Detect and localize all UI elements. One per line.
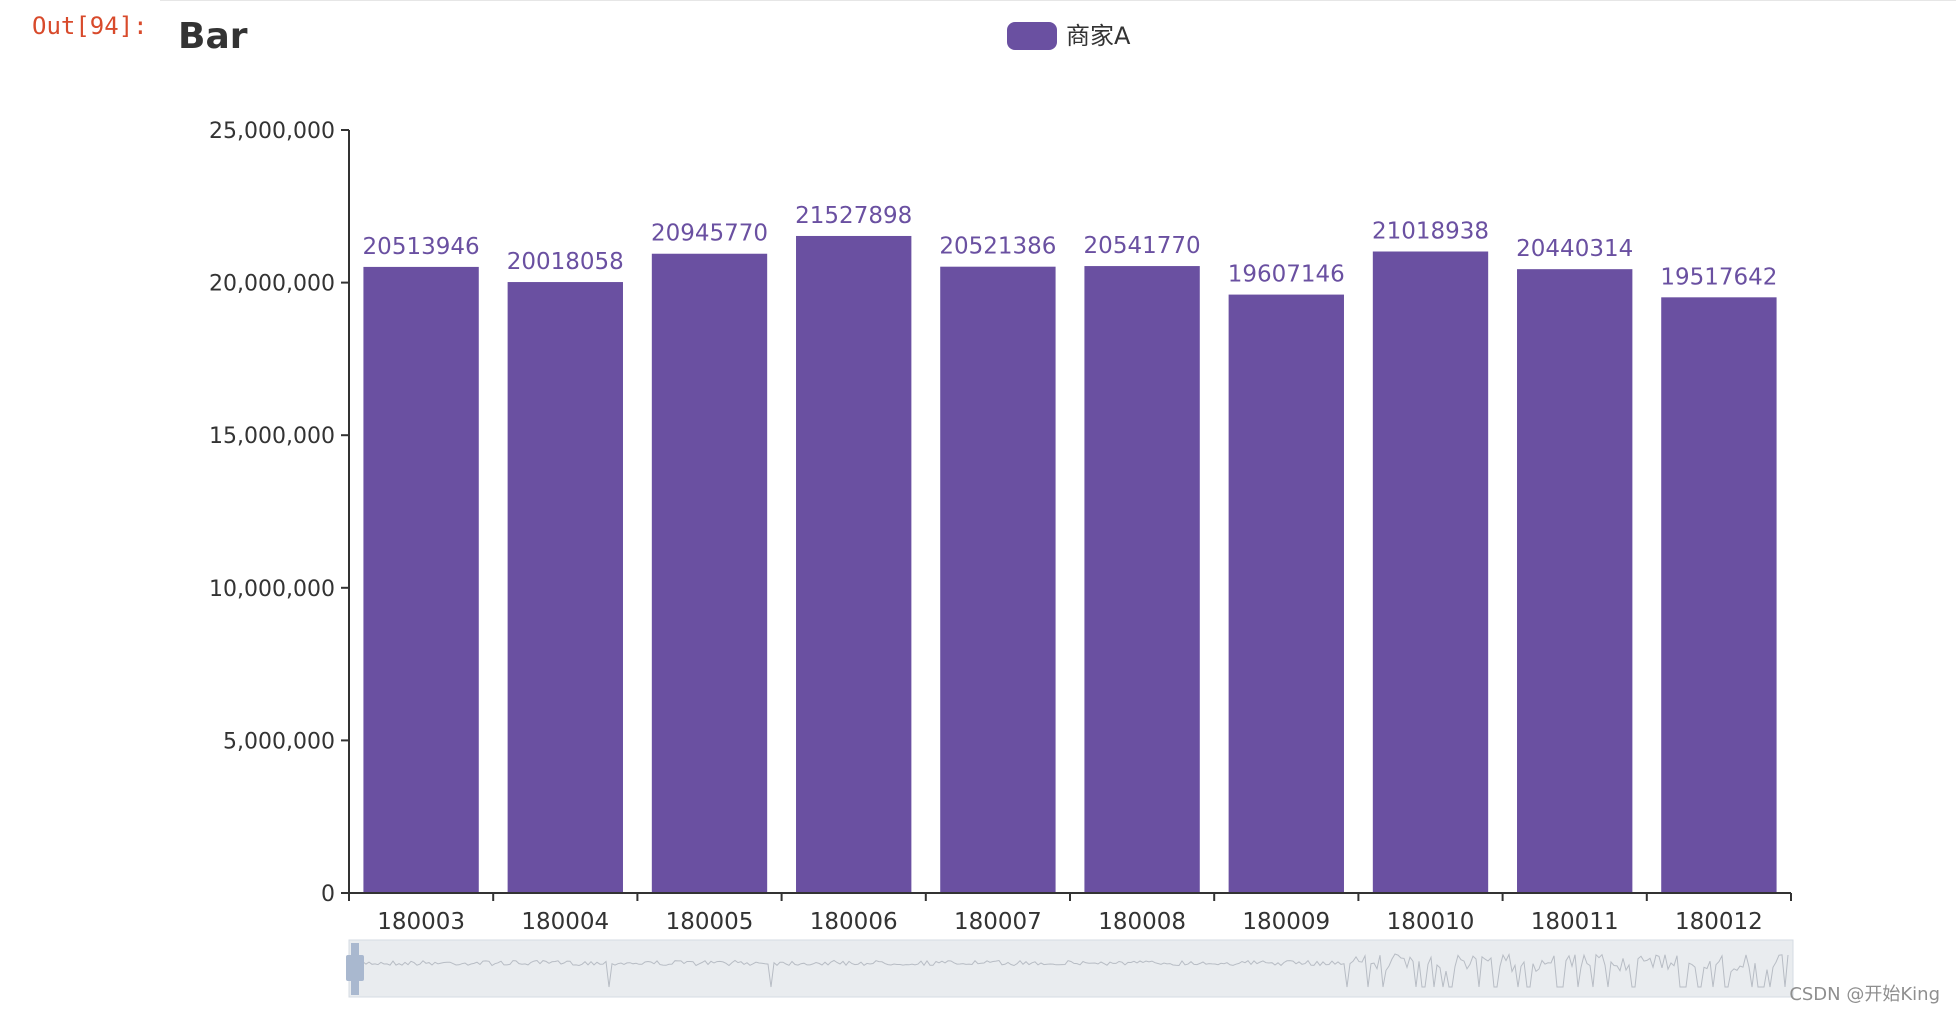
x-tick-label: 180011 <box>1531 909 1619 935</box>
bar-180003[interactable] <box>363 266 479 893</box>
x-tick-label: 180007 <box>954 909 1042 935</box>
datazoom-sparkline <box>359 953 1789 988</box>
x-tick-label: 180009 <box>1242 909 1330 935</box>
output-prompt-label: Out[94]: <box>32 12 148 40</box>
legend-label: 商家A <box>1066 22 1131 50</box>
csdn-watermark: CSDN @开始King <box>1789 984 1940 1005</box>
datazoom-slider[interactable] <box>346 939 1794 998</box>
bar-value-label: 21018938 <box>1372 219 1489 245</box>
bar-value-label: 20440314 <box>1516 236 1633 262</box>
cell-top-divider <box>160 0 1956 1</box>
bar-180010[interactable] <box>1372 251 1489 893</box>
x-tick-label: 180004 <box>521 909 609 935</box>
bar-180006[interactable] <box>796 235 912 893</box>
axis-layer: 0 5,000,000 10,000,000 15,000,000 20,000,000… <box>209 119 1792 935</box>
y-tick-label: 10,000,000 <box>209 577 335 602</box>
bar-180004[interactable] <box>507 282 623 894</box>
bar-180009[interactable] <box>1228 294 1344 893</box>
datazoom-handle-grip[interactable] <box>346 955 364 981</box>
x-tick-label: 180003 <box>377 909 465 935</box>
bar-value-label: 20018058 <box>507 249 624 275</box>
datazoom-track[interactable] <box>348 939 1794 998</box>
y-tick-label: 15,000,000 <box>209 424 335 449</box>
bar-value-label: 20945770 <box>651 221 768 247</box>
x-tick-label: 180008 <box>1098 909 1186 935</box>
labels-layer: 20513946 20018058 20945770 21527898 20521386… <box>363 203 1778 290</box>
chart-title: Bar <box>178 16 248 57</box>
bars-layer <box>363 235 1777 894</box>
legend-item[interactable]: 商家A <box>1007 22 1131 50</box>
bar-value-label: 20541770 <box>1084 233 1201 259</box>
x-tick-label: 180006 <box>810 909 898 935</box>
bar-180005[interactable] <box>651 253 768 893</box>
y-tick-label: 25,000,000 <box>209 119 335 144</box>
x-tick-label: 180010 <box>1387 909 1475 935</box>
bar-180012[interactable] <box>1661 297 1777 894</box>
legend-swatch <box>1007 22 1057 50</box>
x-tick-label: 180012 <box>1675 909 1763 935</box>
y-tick-label: 20,000,000 <box>209 272 335 297</box>
y-tick-label: 5,000,000 <box>223 729 335 754</box>
bar-180008[interactable] <box>1084 266 1200 893</box>
x-tick-label: 180005 <box>666 909 754 935</box>
bar-value-label: 20513946 <box>363 234 480 260</box>
bar-value-label: 19607146 <box>1228 262 1345 288</box>
bar-value-label: 20521386 <box>939 234 1056 260</box>
bar-180011[interactable] <box>1517 269 1633 893</box>
bar-value-label: 19517642 <box>1660 264 1777 290</box>
bar-value-label: 21527898 <box>795 203 912 229</box>
legend-layer[interactable]: 商家A <box>1007 22 1131 50</box>
y-tick-label: 0 <box>321 882 335 907</box>
bar-180007[interactable] <box>940 266 1056 894</box>
